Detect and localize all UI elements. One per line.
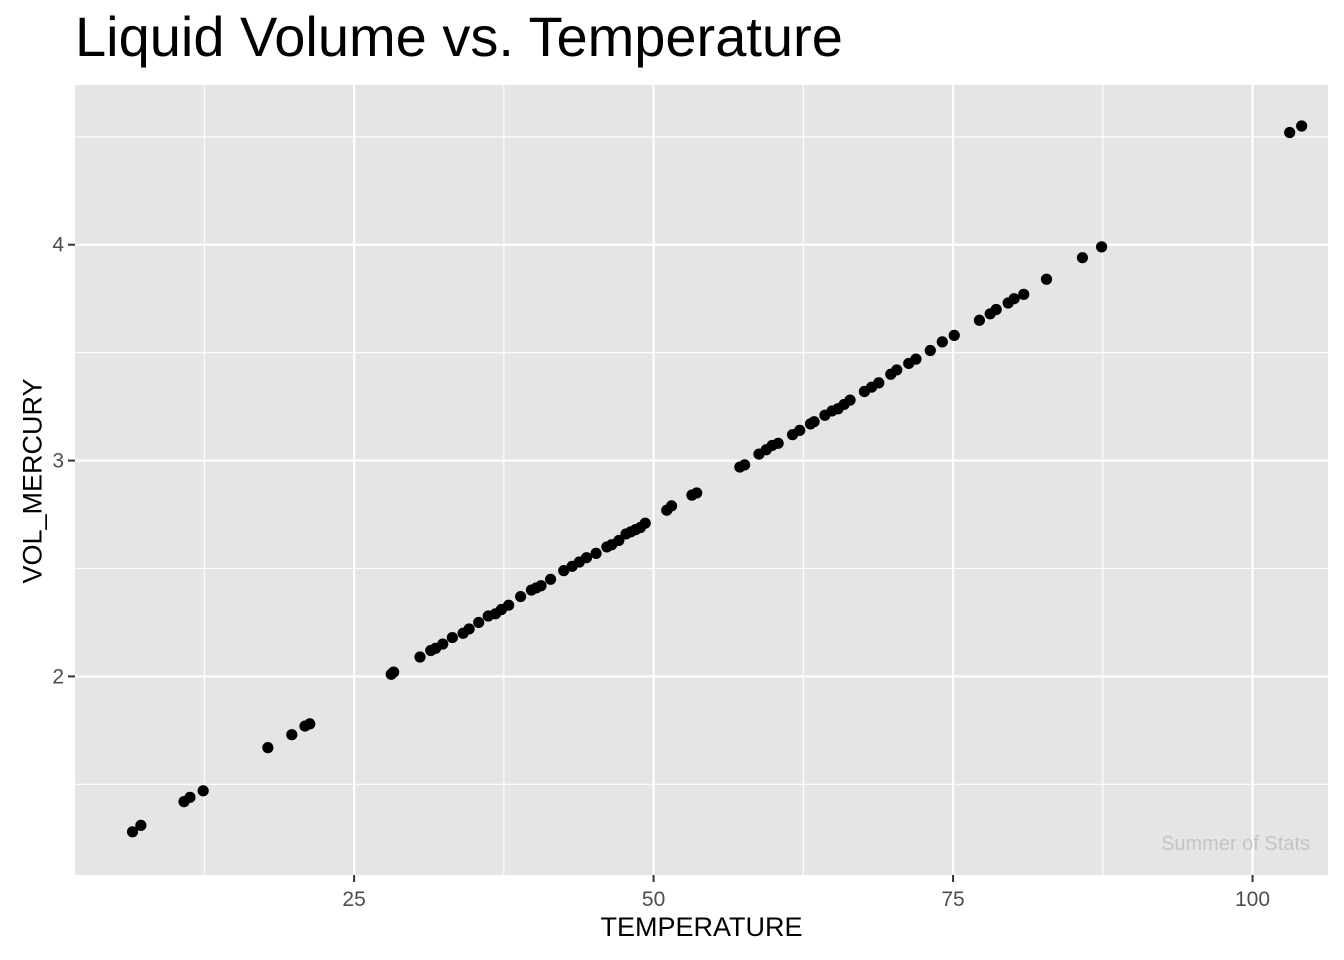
data-point (1008, 293, 1020, 305)
y-tick-label: 2 (52, 665, 64, 688)
data-point (990, 303, 1002, 316)
y-tick-label: 3 (52, 450, 64, 473)
data-points (126, 120, 1308, 838)
data-point (1296, 120, 1308, 132)
data-point (437, 638, 449, 650)
data-point (184, 791, 196, 803)
data-point (262, 742, 274, 754)
major-gridlines (75, 85, 1328, 875)
data-point (873, 377, 885, 389)
data-point (808, 416, 820, 428)
data-point (665, 500, 678, 512)
data-point (544, 573, 557, 585)
data-point (910, 353, 922, 365)
data-point (580, 552, 593, 564)
data-point (558, 565, 570, 577)
x-tick-label: 100 (1235, 888, 1270, 911)
data-point (924, 344, 936, 357)
y-tick-label: 4 (52, 234, 64, 257)
data-point (304, 718, 316, 730)
data-point (613, 534, 625, 547)
data-point (463, 623, 475, 635)
data-point (1284, 126, 1296, 139)
data-point (473, 616, 485, 629)
data-point (891, 364, 903, 376)
data-point (535, 580, 547, 592)
x-tick-label: 25 (342, 888, 365, 911)
data-point (515, 590, 527, 603)
data-point (414, 651, 426, 663)
watermark-text: Summer of Stats (1161, 833, 1310, 855)
data-point (691, 487, 703, 499)
x-axis-title: TEMPERATURE (600, 912, 803, 942)
data-point (973, 314, 986, 326)
data-point (126, 826, 139, 838)
y-axis-title: VOL_MERCURY (17, 378, 48, 584)
data-point (503, 599, 515, 611)
data-point (794, 424, 806, 436)
data-point (1095, 241, 1108, 253)
data-point (639, 517, 651, 529)
data-point (772, 437, 784, 449)
data-point (286, 729, 298, 741)
data-point (135, 819, 147, 831)
data-point (590, 547, 602, 559)
chart-title: Liquid Volume vs. Temperature (75, 5, 843, 68)
data-point (1076, 252, 1089, 264)
minor-gridlines (75, 85, 1328, 875)
x-tick-label: 75 (941, 888, 964, 911)
data-point (197, 785, 209, 797)
data-point (1040, 273, 1053, 285)
data-point (844, 394, 856, 406)
plot-panel (75, 85, 1328, 875)
data-point (936, 336, 948, 348)
data-point (739, 459, 751, 471)
axis-ticks: 25 50 75 100 2 3 4 (52, 234, 1270, 911)
data-point (1018, 288, 1030, 300)
x-tick-label: 50 (642, 888, 665, 911)
data-point (388, 666, 400, 678)
data-point (446, 631, 458, 644)
data-point (948, 329, 960, 341)
